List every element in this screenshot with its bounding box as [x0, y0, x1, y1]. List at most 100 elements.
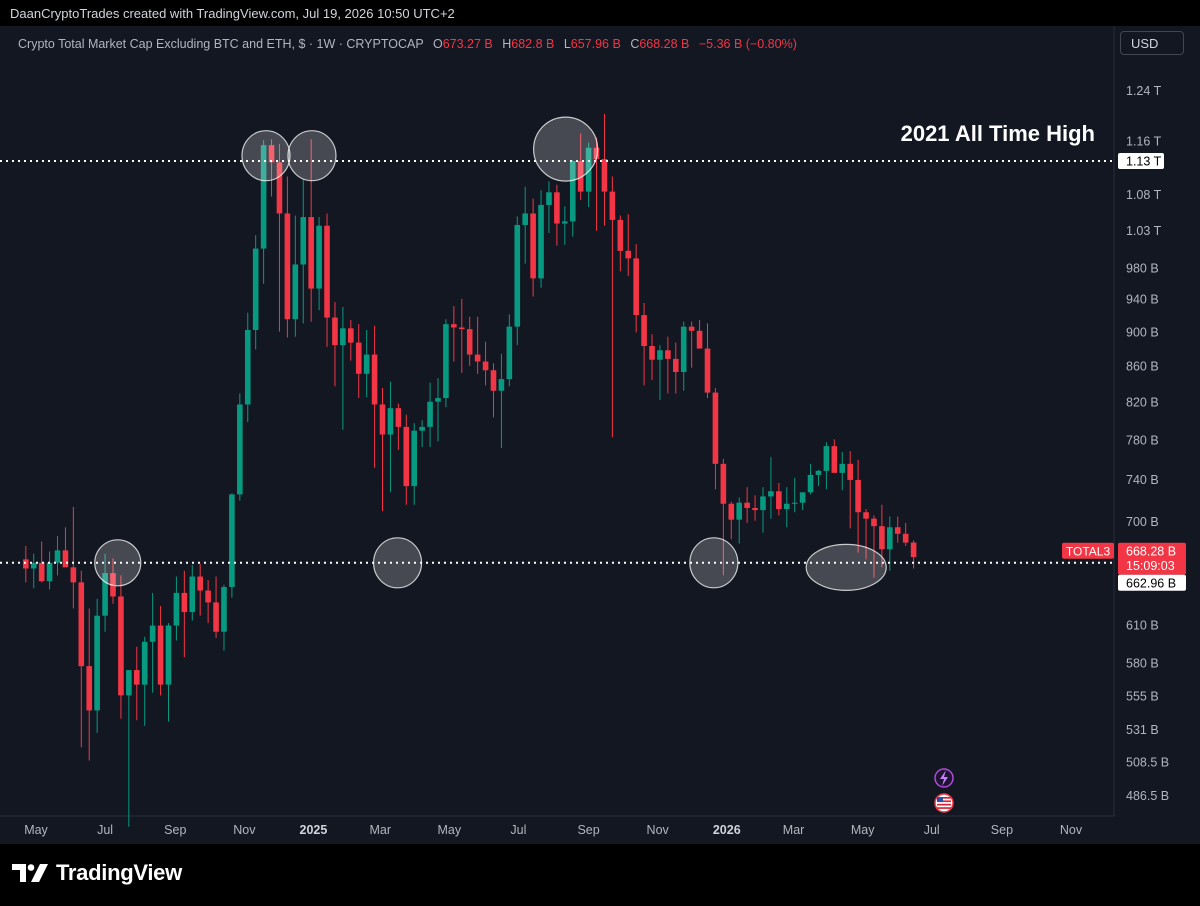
candle-body: [419, 426, 425, 431]
symbol-title: Crypto Total Market Cap Excluding BTC an…: [18, 37, 424, 51]
candle: [268, 139, 275, 197]
candle-body: [855, 479, 861, 513]
candle: [260, 139, 267, 284]
candle: [173, 576, 180, 641]
candle: [23, 545, 29, 583]
brand-name: TradingView: [56, 860, 182, 885]
x-tick-label: Nov: [647, 823, 670, 837]
candle: [672, 342, 679, 394]
candle-body: [799, 492, 806, 503]
candle-body: [46, 562, 53, 582]
price-tags: 1.13 T TOTAL3 668.28 B15:09:03 662.96 B: [1062, 152, 1186, 591]
candle: [506, 314, 513, 387]
candle-body: [371, 354, 378, 405]
candle: [371, 325, 378, 468]
candle-body: [657, 350, 663, 360]
candle: [458, 298, 465, 373]
candle-body: [435, 398, 441, 402]
candle: [522, 186, 528, 264]
candle: [530, 198, 536, 297]
highlight-circle: [287, 130, 337, 182]
x-tick-label: 2025: [300, 823, 328, 837]
candle: [141, 636, 148, 726]
candle: [657, 345, 663, 400]
price-tag-box: [1062, 542, 1114, 559]
change-value: −5.36 B (−0.80%): [698, 37, 797, 51]
x-tick-label: May: [24, 823, 48, 837]
price-tag-box: [1118, 574, 1186, 591]
y-tick-label: 980 B: [1126, 261, 1159, 275]
candle-body: [355, 342, 362, 374]
candle: [649, 334, 655, 380]
price-chart[interactable]: 2021 All Time High 1.24 T 1.16 T 1.08 T 1.0…: [0, 26, 1200, 844]
candle: [197, 563, 203, 616]
candle: [70, 506, 77, 609]
candle-body: [252, 248, 259, 330]
highlight-circle: [805, 543, 887, 591]
candle-body: [538, 204, 544, 279]
candle-body: [871, 518, 877, 527]
x-tick-label: Jul: [97, 823, 113, 837]
candle-body: [910, 542, 917, 558]
y-tick-label: 1.24 T: [1126, 84, 1162, 98]
candle: [443, 319, 449, 408]
candle: [887, 516, 893, 571]
candle-body: [348, 328, 354, 343]
candle: [229, 493, 235, 598]
us-flag-icon[interactable]: [934, 793, 954, 813]
countdown-label: 15:09:03: [1126, 559, 1175, 573]
candle-body: [649, 345, 655, 360]
candle: [562, 206, 568, 245]
candle-body: [181, 592, 188, 613]
candle: [46, 551, 53, 590]
candle-body: [197, 576, 203, 591]
candle: [237, 393, 243, 501]
y-tick-label: 700 B: [1126, 515, 1159, 529]
symbol-legend: Crypto Total Market Cap Excluding BTC an…: [18, 37, 797, 51]
candle: [815, 469, 822, 487]
candle: [625, 214, 632, 277]
candle-body: [165, 625, 172, 685]
flag-stripe: [937, 807, 951, 809]
candle: [355, 324, 362, 399]
candle: [855, 459, 861, 553]
candle: [395, 403, 402, 451]
y-tick-label: 940 B: [1126, 293, 1159, 307]
candle: [332, 302, 338, 387]
candle-body: [728, 503, 735, 520]
candle: [839, 451, 846, 491]
candle-body: [776, 491, 782, 510]
candle: [118, 575, 124, 719]
candle-body: [451, 324, 457, 328]
y-tick-label: 486.5 B: [1126, 789, 1169, 803]
currency-button[interactable]: USD: [1120, 31, 1184, 55]
candle-body: [807, 474, 814, 493]
lightning-icon[interactable]: [934, 768, 954, 788]
attribution-text: DaanCryptoTrades created with TradingVie…: [10, 6, 455, 21]
price-axis[interactable]: 1.24 T 1.16 T 1.08 T 1.03 T 980 B 940 B 900 B 8…: [1126, 84, 1169, 803]
candle: [768, 456, 774, 519]
candle: [292, 215, 299, 337]
candle-body: [260, 145, 267, 249]
support-price-label: 662.96 B: [1126, 576, 1176, 590]
candle: [348, 320, 354, 361]
candle: [736, 497, 743, 544]
candle: [403, 414, 410, 505]
y-tick-label: 610 B: [1126, 619, 1159, 633]
candle-body: [474, 354, 481, 362]
event-icons[interactable]: [934, 768, 954, 813]
candle: [126, 670, 132, 827]
y-tick-label: 820 B: [1126, 396, 1159, 410]
candle-body: [126, 670, 132, 696]
candle: [728, 501, 735, 540]
candle-body: [403, 426, 410, 487]
open-label: O: [432, 37, 443, 51]
candle: [617, 215, 624, 272]
high-label: H: [502, 37, 512, 51]
candle-body: [490, 370, 497, 391]
time-axis[interactable]: May Jul Sep Nov 2025 Mar May Jul Sep Nov 2026 Mar Ma…: [24, 823, 1083, 837]
candle-body: [665, 350, 671, 359]
us-flag-ring: [934, 793, 954, 813]
candle-body: [30, 562, 37, 569]
y-tick-label: 531 B: [1126, 723, 1159, 737]
